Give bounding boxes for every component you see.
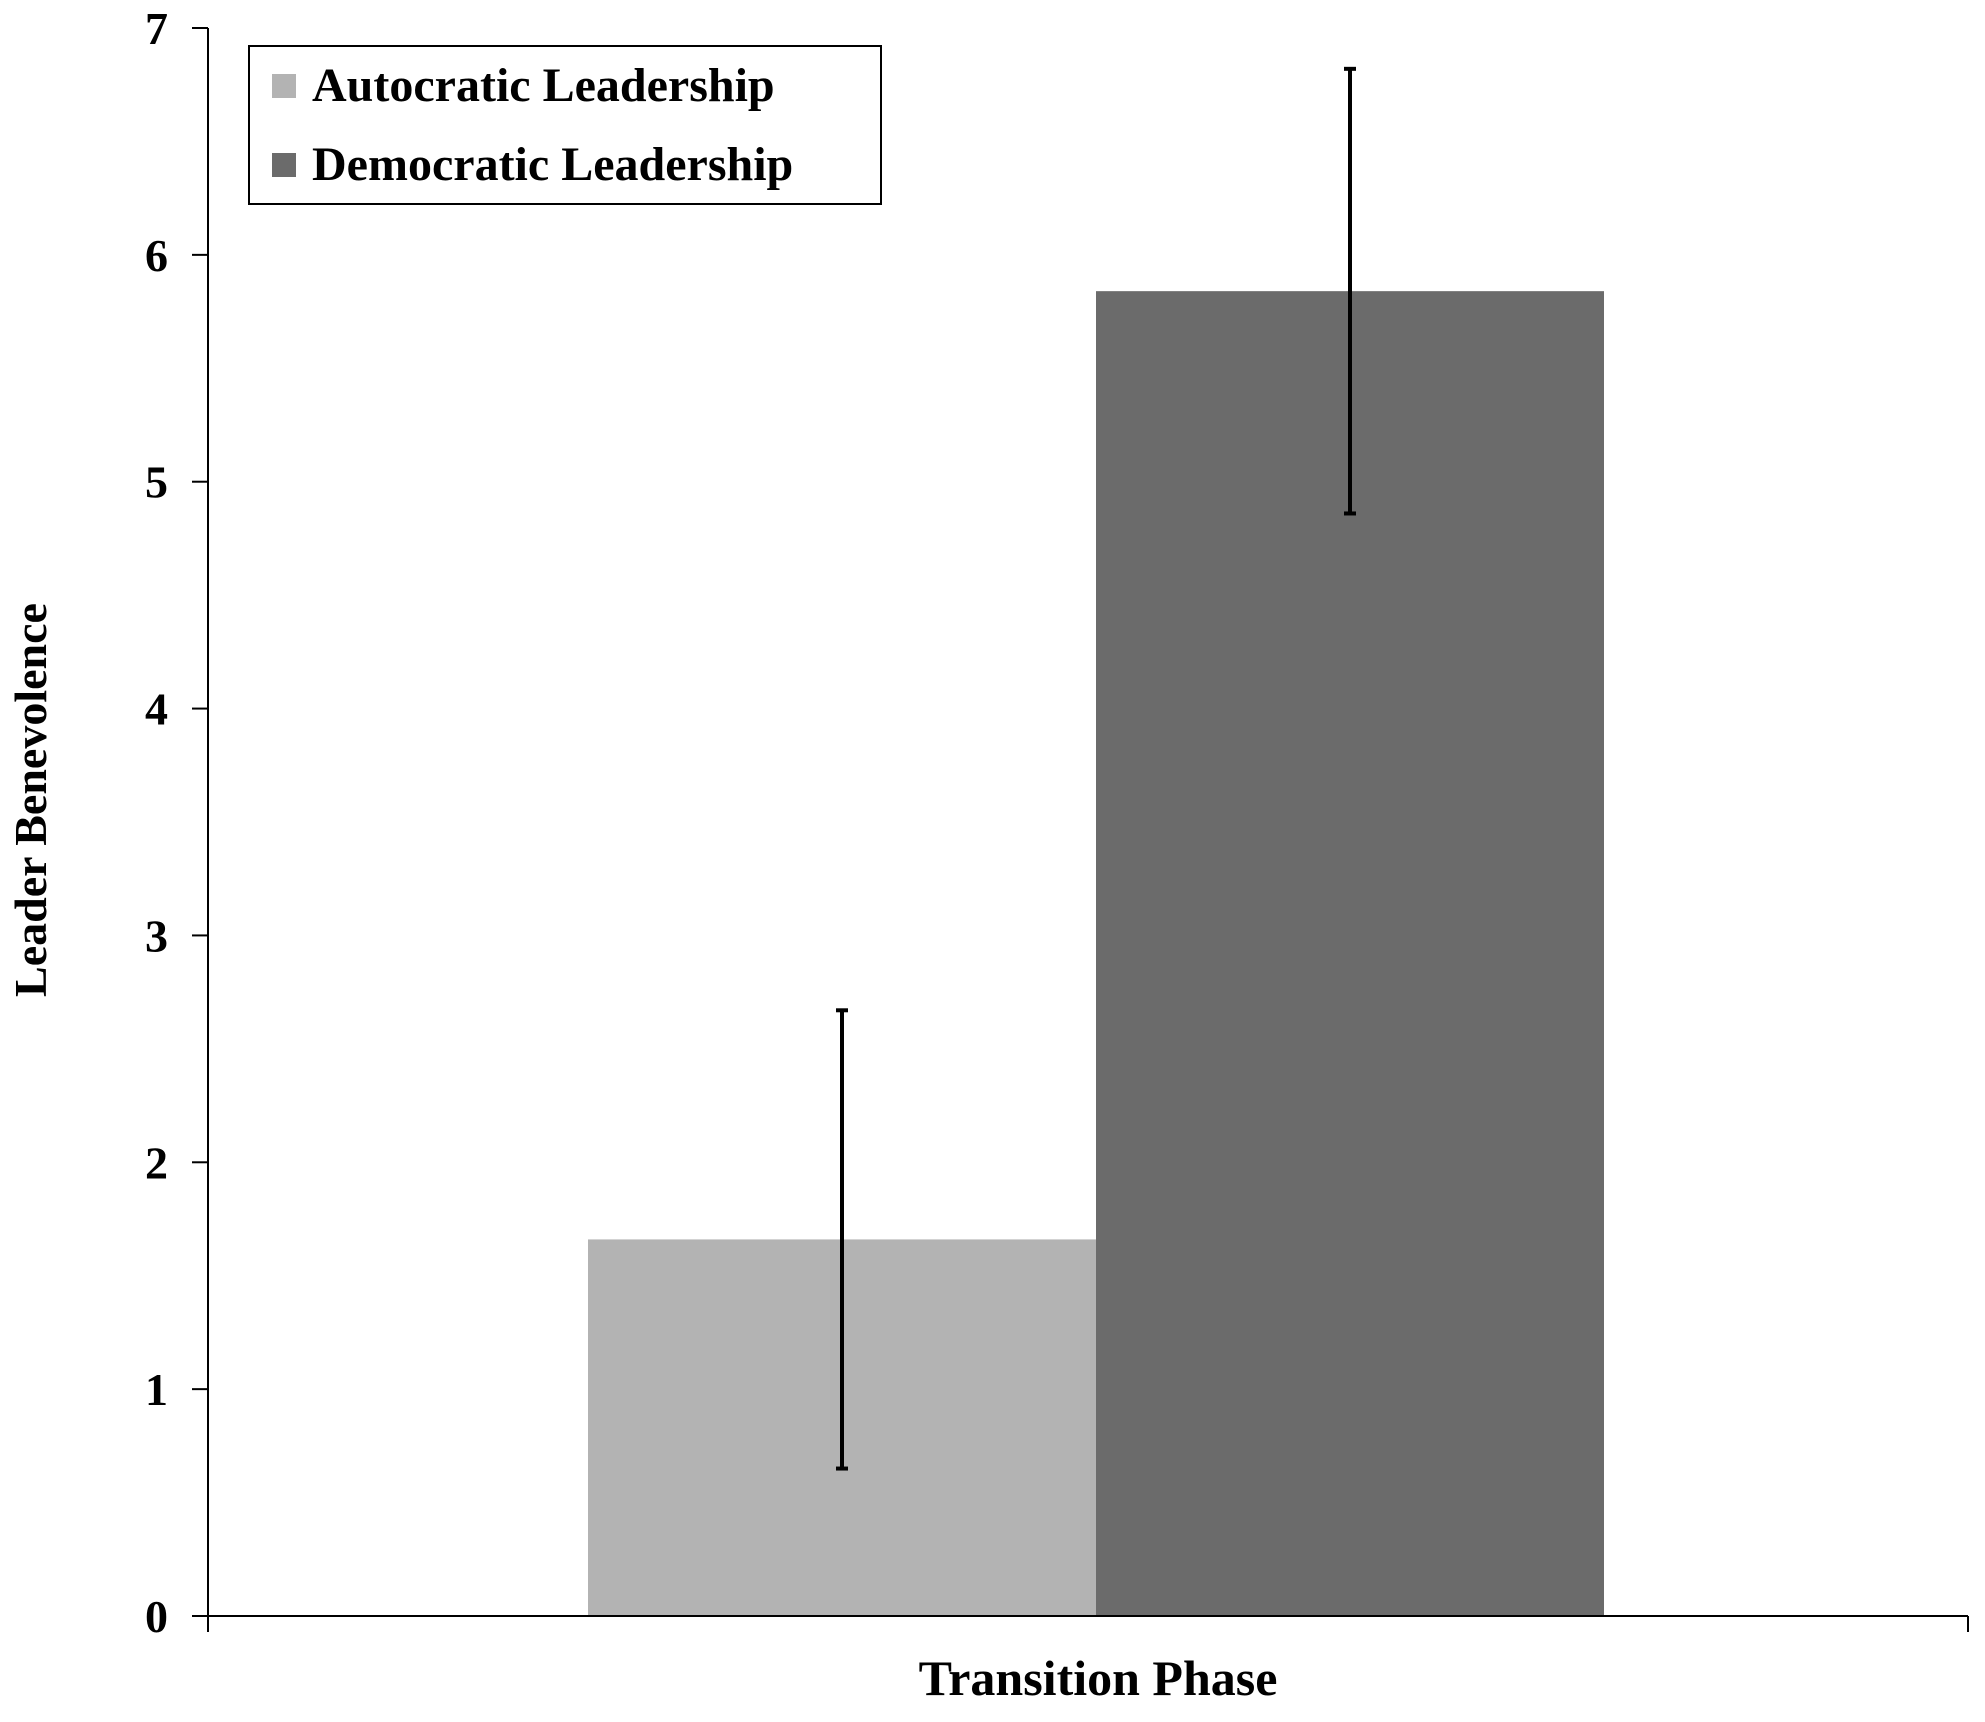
y-tick-label: 5 <box>145 457 168 508</box>
axes-layer <box>207 28 1968 1632</box>
error-bars-layer <box>836 66 1356 1471</box>
legend: Autocratic Leadership Democratic Leaders… <box>248 45 882 205</box>
y-tick-label: 7 <box>145 3 168 54</box>
legend-label-autocratic: Autocratic Leadership <box>312 59 775 112</box>
y-tick-label: 3 <box>145 910 168 961</box>
legend-label-democratic: Democratic Leadership <box>312 138 793 191</box>
y-tick-label: 0 <box>145 1591 168 1642</box>
legend-swatch-autocratic <box>272 74 296 98</box>
y-tick-label: 1 <box>145 1364 168 1415</box>
legend-swatch-democratic <box>272 153 296 177</box>
y-tick-label: 4 <box>145 684 168 735</box>
y-tick-label: 6 <box>145 230 168 281</box>
error-bar-autocratic-leadership <box>836 1008 848 1471</box>
y-ticks-layer: 0 1 2 3 4 5 6 7 <box>145 3 1969 1642</box>
y-axis-label: Leader Benevolence <box>5 603 56 997</box>
legend-box <box>248 45 882 205</box>
y-tick-label: 2 <box>145 1137 168 1188</box>
error-bar-democratic-leadership <box>1344 66 1356 516</box>
x-axis-label: Transition Phase <box>919 1650 1278 1706</box>
